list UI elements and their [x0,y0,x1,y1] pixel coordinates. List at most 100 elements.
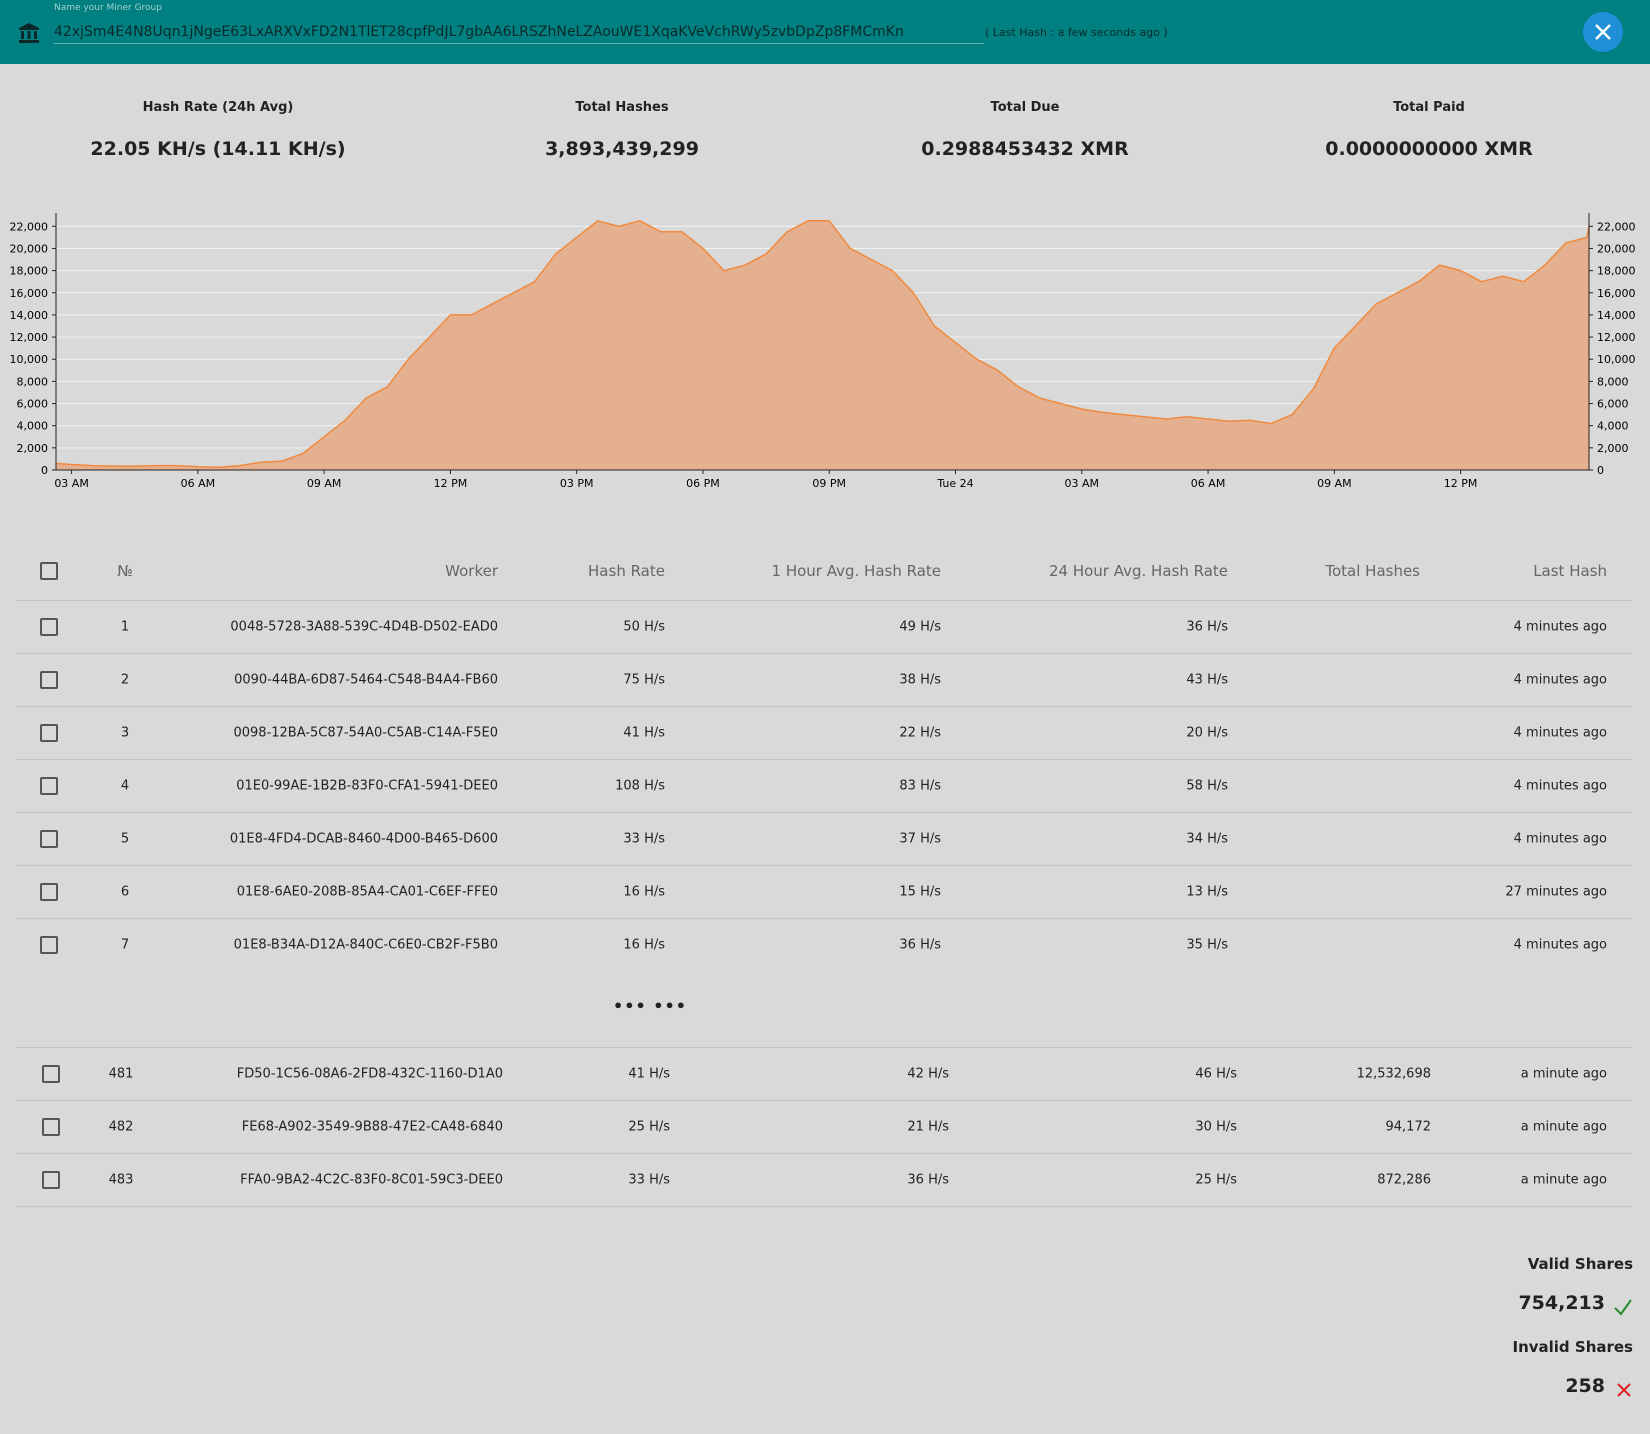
row-number: 482 [71,1120,171,1135]
y-tick-label: 0 [41,464,48,477]
x-tick-label: 06 AM [181,477,216,490]
hash-rate-24h: 30 H/s [1195,1120,1237,1135]
checkbox[interactable] [40,830,58,848]
hash-rate-1h: 49 H/s [899,620,941,635]
worker-id: 01E8-6AE0-208B-85A4-CA01-C6EF-FFE0 [237,885,498,900]
y-tick-label: 22,000 [10,220,49,233]
worker-id: 0090-44BA-6D87-5464-C548-B4A4-FB60 [234,673,498,688]
last-hash: a minute ago [1521,1120,1607,1135]
y-tick-label: 14,000 [1597,309,1636,322]
y-tick-label: 2,000 [17,442,49,455]
x-tick-label: 03 AM [1065,477,1100,490]
hash-rate-24h: 35 H/s [1186,938,1228,953]
x-tick-label: 09 PM [812,477,846,490]
check-icon [1613,1297,1633,1317]
total-hashes: 12,532,698 [1357,1067,1431,1082]
last-hash: a minute ago [1521,1173,1607,1188]
hash-rate-1h: 36 H/s [899,938,941,953]
x-tick-label: 06 PM [686,477,720,490]
worker-id: 01E0-99AE-1B2B-83F0-CFA1-5941-DEE0 [236,779,498,794]
row-number: 6 [75,885,175,900]
hash-rate: 41 H/s [628,1067,670,1082]
separator [16,918,1632,919]
worker-id: 01E8-B34A-D12A-840C-C6E0-CB2F-F5B0 [234,938,498,953]
checkbox[interactable] [40,618,58,636]
separator [16,706,1632,707]
y-tick-label: 6,000 [1597,398,1629,411]
last-hash: 27 minutes ago [1505,885,1607,900]
y-tick-label: 12,000 [1597,331,1636,344]
hash-rate-24h: 34 H/s [1186,832,1228,847]
y-tick-label: 16,000 [1597,287,1636,300]
valid-shares-label: Valid Shares [1528,1255,1633,1273]
y-tick-label: 10,000 [10,353,49,366]
column-header: 1 Hour Avg. Hash Rate [772,562,941,580]
column-header: 24 Hour Avg. Hash Rate [1049,562,1228,580]
separator [16,865,1632,866]
y-tick-label: 8,000 [17,375,49,388]
cross-icon [1615,1381,1633,1399]
y-tick-label: 0 [1597,464,1604,477]
hash-rate: 41 H/s [623,726,665,741]
hash-rate: 25 H/s [628,1120,670,1135]
x-tick-label: 06 AM [1191,477,1226,490]
worker-id: 0098-12BA-5C87-54A0-C5AB-C14A-F5E0 [233,726,498,741]
worker-id: FD50-1C56-08A6-2FD8-432C-1160-D1A0 [237,1067,503,1082]
row-number: 2 [75,673,175,688]
hash-rate-1h: 21 H/s [907,1120,949,1135]
separator [16,812,1632,813]
separator [16,653,1632,654]
y-tick-label: 14,000 [10,309,49,322]
y-tick-label: 4,000 [17,420,49,433]
y-tick-label: 12,000 [10,331,49,344]
row-number: 5 [75,832,175,847]
checkbox[interactable] [42,1065,60,1083]
separator [16,1153,1632,1154]
hash-rate-chart: 002,0002,0004,0004,0006,0006,0008,0008,0… [0,0,1650,520]
worker-id: FE68-A902-3549-9B88-47E2-CA48-6840 [242,1120,503,1135]
invalid-shares-value: 258 [1565,1375,1605,1397]
x-tick-label: 12 PM [434,477,468,490]
column-header: Worker [445,562,498,580]
total-hashes: 872,286 [1377,1173,1431,1188]
worker-id: 0048-5728-3A88-539C-4D4B-D502-EAD0 [230,620,498,635]
column-header: № [75,562,175,580]
checkbox[interactable] [40,777,58,795]
x-tick-label: 03 AM [54,477,89,490]
checkbox[interactable] [40,562,58,580]
hash-rate: 108 H/s [615,779,665,794]
row-number: 481 [71,1067,171,1082]
checkbox[interactable] [40,883,58,901]
checkbox[interactable] [42,1118,60,1136]
row-number: 4 [75,779,175,794]
y-tick-label: 18,000 [1597,265,1636,278]
x-tick-label: 03 PM [560,477,594,490]
row-number: 1 [75,620,175,635]
last-hash: 4 minutes ago [1514,832,1607,847]
column-header: Hash Rate [588,562,665,580]
total-hashes: 94,172 [1386,1120,1432,1135]
hash-rate: 16 H/s [623,938,665,953]
separator [16,1047,1632,1048]
ellipsis: ••• ••• [580,997,720,1016]
y-tick-label: 18,000 [10,265,49,278]
checkbox[interactable] [40,724,58,742]
last-hash: a minute ago [1521,1067,1607,1082]
last-hash: 4 minutes ago [1514,779,1607,794]
hash-rate: 50 H/s [623,620,665,635]
y-tick-label: 8,000 [1597,375,1629,388]
hash-rate: 33 H/s [623,832,665,847]
y-tick-label: 16,000 [10,287,49,300]
x-tick-label: 09 AM [1317,477,1352,490]
y-tick-label: 2,000 [1597,442,1629,455]
column-header: Total Hashes [1325,562,1420,580]
checkbox[interactable] [40,936,58,954]
y-tick-label: 4,000 [1597,420,1629,433]
checkbox[interactable] [42,1171,60,1189]
hash-rate-1h: 37 H/s [899,832,941,847]
row-number: 3 [75,726,175,741]
hash-rate-1h: 15 H/s [899,885,941,900]
hash-rate: 16 H/s [623,885,665,900]
checkbox[interactable] [40,671,58,689]
